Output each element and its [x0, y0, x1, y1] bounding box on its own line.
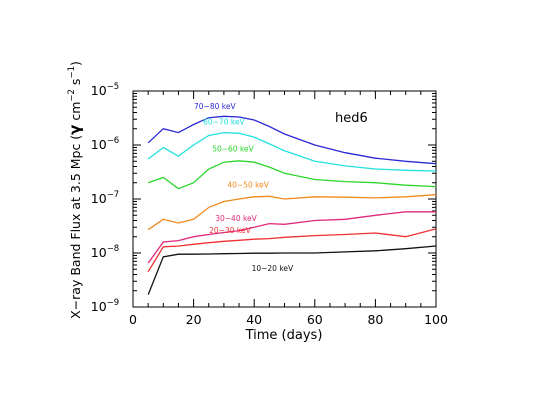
y-tick-label: 10−8 [91, 244, 119, 260]
y-axis-label-gamma: γ [66, 125, 84, 135]
model-annotation: hed6 [335, 111, 368, 126]
series-line-70-80-kev [147, 115, 437, 165]
x-tick-label: 100 [424, 312, 448, 327]
y-axis-label-cm-exp: −2 [67, 89, 77, 102]
y-tick-label: 10−7 [91, 190, 119, 206]
y-tick-label: 10−5 [91, 82, 119, 98]
series-label: 70−80 keV [194, 102, 236, 111]
x-axis-label: Time (days) [245, 328, 323, 343]
x-tick-label: 80 [367, 312, 383, 327]
series-label: 40−50 keV [227, 181, 269, 190]
series-line-60-70-kev [147, 131, 437, 172]
series-line-50-60-kev [147, 160, 437, 190]
y-tick-label: 10−6 [91, 136, 119, 152]
y-axis-label-close: ) [68, 61, 83, 66]
x-axis: 0 20 40 60 80 100 [129, 91, 448, 327]
series-label: 20−30 keV [209, 226, 251, 235]
series-line-30-40-kev [147, 211, 436, 264]
series-label: 10−20 keV [252, 264, 294, 273]
x-tick-label: 60 [307, 312, 323, 327]
y-axis-label-s: s [68, 79, 83, 90]
y-axis: 10−9 10−8 10−7 10−6 10−5 [91, 82, 436, 314]
series-line-10-20-kev [147, 245, 437, 295]
series-line-40-50-kev [147, 194, 437, 231]
y-axis-label-main: X−ray Band Flux at 3.5 Mpc ( [68, 135, 83, 319]
series-line-20-30-kev [147, 228, 437, 273]
series-label: 60−70 keV [203, 118, 245, 127]
series-label: 30−40 keV [215, 214, 257, 223]
y-axis-label-s-exp: −1 [67, 66, 77, 79]
series-labels: 70−80 keV 60−70 keV 50−60 keV 40−50 keV 30−4… [194, 102, 294, 273]
x-tick-label: 0 [129, 312, 137, 327]
y-axis-label: X−ray Band Flux at 3.5 Mpc (γ cm−2 s−1) [66, 61, 84, 319]
x-tick-label: 40 [246, 312, 262, 327]
series-lines [147, 115, 437, 295]
y-axis-label-cm: cm [68, 102, 83, 125]
series-label: 50−60 keV [212, 144, 254, 153]
y-tick-label: 10−9 [91, 298, 119, 314]
x-tick-label: 20 [186, 312, 202, 327]
